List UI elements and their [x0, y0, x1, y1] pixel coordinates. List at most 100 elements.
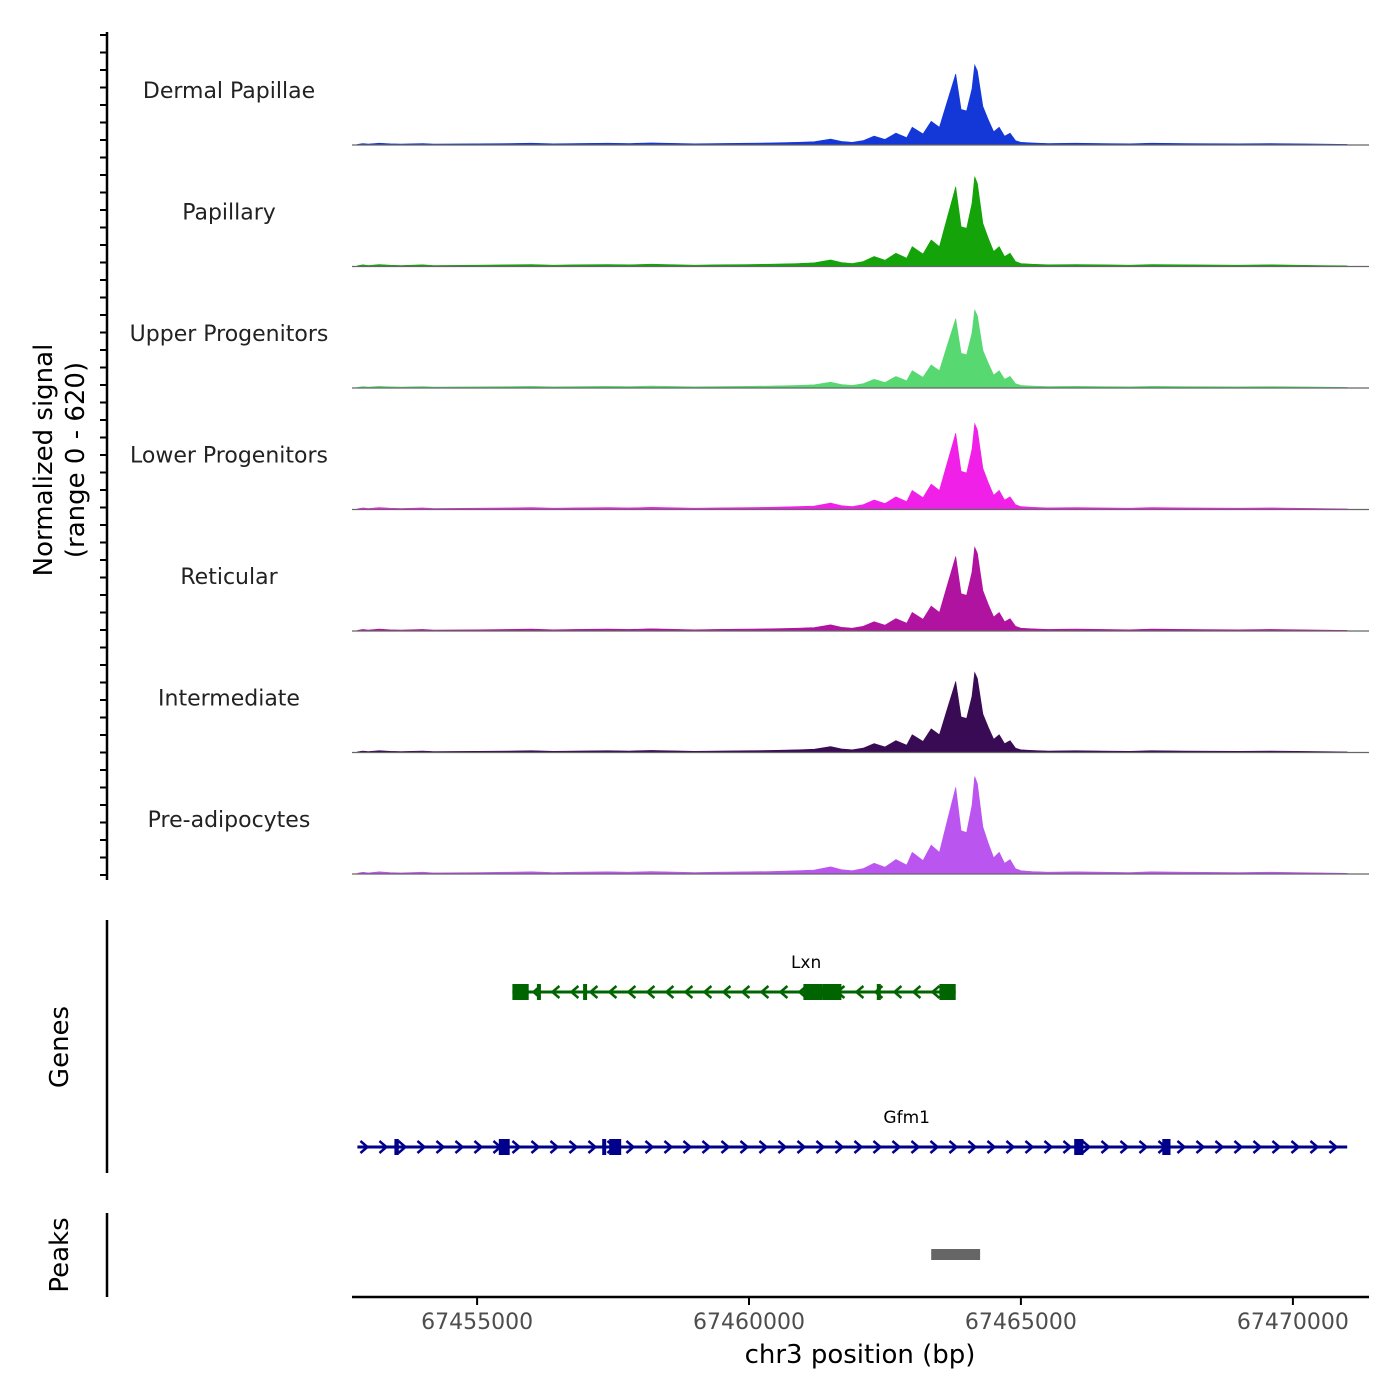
strand-arrow	[1290, 1140, 1301, 1154]
gene-gfm1: Gfm1	[357, 1108, 1348, 1155]
exon	[498, 1139, 510, 1155]
track-label: Dermal Papillae	[143, 79, 315, 104]
strand-arrow	[758, 1140, 769, 1154]
strand-arrow	[702, 985, 713, 999]
exon	[939, 984, 956, 1000]
signal-area	[357, 671, 1348, 753]
x-tick-label: 67455000	[421, 1310, 533, 1335]
strand-arrow	[416, 1140, 427, 1154]
x-tick-label: 67465000	[965, 1310, 1077, 1335]
strand-arrow	[1271, 1140, 1282, 1154]
track-upper-progenitors: Upper Progenitors	[130, 308, 1369, 389]
exon	[803, 984, 823, 1000]
strand-arrow	[1195, 1140, 1206, 1154]
strand-arrow	[1062, 1140, 1073, 1154]
signal-axis	[100, 32, 109, 880]
strand-arrow	[549, 1140, 560, 1154]
exon	[512, 984, 529, 1000]
genes-axis-label: Genes	[45, 1006, 75, 1088]
signal-area	[357, 545, 1348, 632]
strand-arrow	[454, 1140, 465, 1154]
strand-arrow	[853, 1140, 864, 1154]
strand-arrow	[929, 1140, 940, 1154]
strand-arrow	[1043, 1140, 1054, 1154]
exon	[609, 1139, 622, 1155]
strand-arrow	[663, 1140, 674, 1154]
strand-arrow	[815, 1140, 826, 1154]
strand-arrow	[1138, 1140, 1149, 1154]
strand-arrow	[683, 985, 694, 999]
strand-arrow	[1005, 1140, 1016, 1154]
gene-label: Gfm1	[883, 1108, 930, 1128]
strand-arrow	[568, 1140, 579, 1154]
strand-arrow	[796, 1140, 807, 1154]
strand-arrow	[1081, 1140, 1092, 1154]
track-label: Reticular	[180, 565, 278, 590]
strand-arrow	[550, 985, 561, 999]
strand-arrow	[1024, 1140, 1035, 1154]
strand-arrow	[778, 985, 789, 999]
strand-arrow	[607, 985, 618, 999]
strand-arrow	[1233, 1140, 1244, 1154]
strand-arrow	[834, 1140, 845, 1154]
strand-arrow	[891, 1140, 902, 1154]
strand-arrow	[1309, 1140, 1320, 1154]
exon	[1074, 1139, 1084, 1155]
strand-arrow	[587, 1140, 598, 1154]
x-axis-label: chr3 position (bp)	[745, 1340, 976, 1370]
strand-arrow	[759, 985, 770, 999]
exon	[602, 1139, 607, 1155]
exon	[536, 984, 541, 1000]
x-tick-label: 67460000	[693, 1310, 805, 1335]
x-axis: 67455000 67460000 67465000 67470000	[421, 1297, 1349, 1335]
exon	[394, 1139, 399, 1155]
track-label: Papillary	[182, 201, 276, 226]
strand-arrow	[625, 1140, 636, 1154]
strand-arrow	[1328, 1140, 1339, 1154]
strand-arrow	[378, 1140, 389, 1154]
strand-arrow	[530, 1140, 541, 1154]
signal-tracks: Dermal Papillae Papillary Upper Progenitor…	[130, 63, 1369, 875]
gene-track: Lxn Gfm1	[357, 953, 1348, 1155]
strand-arrow	[911, 985, 922, 999]
track-intermediate: Intermediate	[158, 671, 1369, 754]
strand-arrow	[626, 985, 637, 999]
strand-arrow	[1100, 1140, 1111, 1154]
strand-arrow	[1252, 1140, 1263, 1154]
strand-arrow	[910, 1140, 921, 1154]
exon	[822, 984, 842, 1000]
strand-arrow	[720, 1140, 731, 1154]
strand-arrow	[1119, 1140, 1130, 1154]
strand-arrow	[664, 985, 675, 999]
strand-arrow	[948, 1140, 959, 1154]
track-label: Intermediate	[158, 687, 300, 712]
peak-region	[931, 1249, 981, 1260]
strand-arrow	[588, 985, 599, 999]
exon	[583, 984, 588, 1000]
track-papillary: Papillary	[182, 176, 1369, 268]
strand-arrow	[645, 985, 656, 999]
track-label: Lower Progenitors	[130, 444, 328, 469]
strand-arrow	[435, 1140, 446, 1154]
strand-arrow	[397, 1140, 408, 1154]
signal-area	[357, 176, 1348, 267]
strand-arrow	[1176, 1140, 1187, 1154]
track-lower-progenitors: Lower Progenitors	[130, 422, 1369, 511]
gene-lxn: Lxn	[512, 953, 956, 1000]
x-tick-label: 67470000	[1237, 1310, 1349, 1335]
strand-arrow	[930, 985, 941, 999]
strand-arrow	[777, 1140, 788, 1154]
strand-arrow	[511, 1140, 522, 1154]
signal-axis-label: Normalized signal	[29, 344, 59, 577]
strand-arrow	[739, 1140, 750, 1154]
signal-axis-range-label: (range 0 - 620)	[61, 362, 91, 558]
strand-arrow	[644, 1140, 655, 1154]
strand-arrow	[740, 985, 751, 999]
gene-label: Lxn	[791, 953, 821, 973]
exon	[876, 984, 881, 1000]
strand-arrow	[721, 985, 732, 999]
strand-arrow	[892, 985, 903, 999]
signal-area	[357, 63, 1348, 146]
strand-arrow	[359, 1140, 370, 1154]
